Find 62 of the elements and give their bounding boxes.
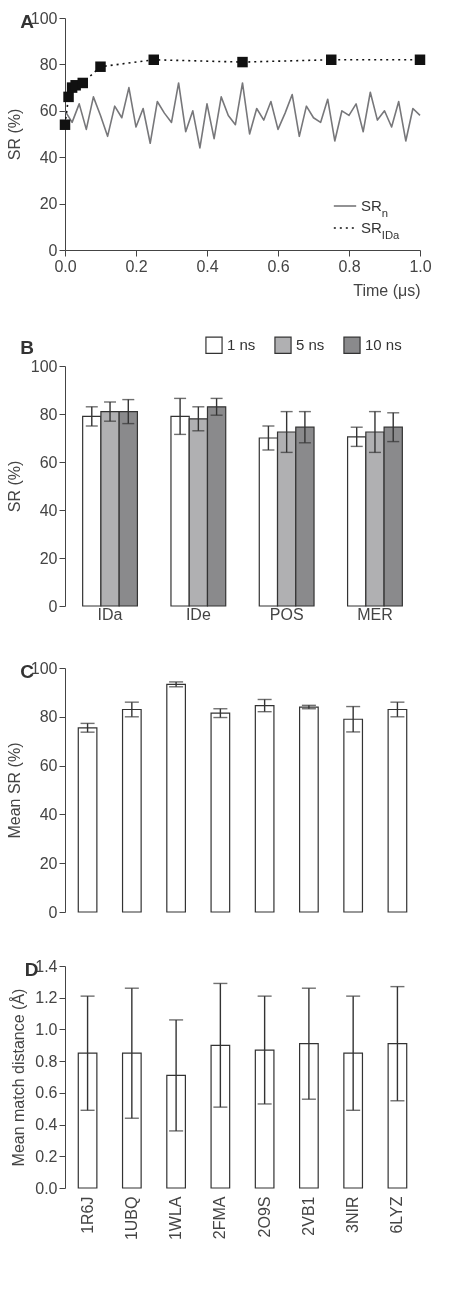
x-tick-label: 6LYZ	[388, 1196, 406, 1234]
y-tick-label: 1.0	[35, 1020, 58, 1038]
y-tick-label: 80	[39, 55, 58, 73]
x-tick-label: 2FMA	[211, 1196, 229, 1240]
point	[63, 91, 74, 103]
y-tick-label: 80	[39, 708, 58, 726]
legend-label: 1 ns	[227, 336, 256, 354]
point	[77, 77, 88, 89]
y-tick-label: 40	[39, 148, 58, 166]
y-tick-label: 80	[39, 405, 58, 423]
bar	[299, 706, 319, 913]
y-tick-label: 60	[39, 453, 58, 471]
legend-label: 5 ns	[296, 336, 325, 354]
x-tick-label: IDe	[185, 605, 211, 623]
bar	[166, 683, 186, 913]
y-tick-label: 100	[30, 357, 58, 375]
legend-label: 10 ns	[365, 336, 402, 354]
x-tick-label: 2O9S	[255, 1196, 273, 1238]
y-tick-label: 60	[39, 102, 58, 120]
x-tick-label: 3NIR	[344, 1196, 362, 1233]
y-tick-label: 0.2	[35, 1147, 58, 1165]
y-axis-title: SR (%)	[5, 460, 23, 513]
point	[59, 119, 71, 130]
x-tick-label: POS	[269, 605, 304, 623]
legend-label: SR$_{n}$	[361, 197, 389, 219]
x-tick-label: IDa	[97, 605, 123, 623]
x-tick-label: 1WLA	[167, 1196, 185, 1241]
y-tick-label: 20	[39, 854, 58, 872]
x-tick-label: 2VB1	[299, 1196, 317, 1236]
chart-title: B	[20, 337, 35, 358]
point	[326, 54, 337, 65]
point	[237, 56, 248, 68]
y-tick-label: 0	[48, 597, 58, 615]
x-tick-label: 1R6J	[78, 1196, 96, 1234]
y-tick-label: 0	[48, 903, 58, 921]
y-axis-title: Mean match distance (Å)	[9, 988, 28, 1167]
y-axis-title: SR (%)	[5, 108, 23, 161]
y-tick-label: 0.0	[35, 1179, 58, 1197]
x-tick-label: 0.2	[125, 257, 148, 275]
y-tick-label: 60	[39, 757, 58, 775]
legend-label: SR$_{IDa}$	[361, 219, 401, 241]
y-tick-label: 40	[39, 501, 58, 519]
y-tick-label: 0.4	[35, 1116, 58, 1134]
y-tick-label: 1.2	[35, 989, 58, 1007]
y-tick-label: 20	[39, 195, 58, 213]
bar	[254, 704, 275, 913]
x-tick-label: 0.6	[267, 257, 290, 275]
point	[95, 61, 106, 72]
x-axis-title: Time (μs)	[353, 281, 421, 299]
x-tick-label: 1UBQ	[122, 1196, 140, 1241]
point	[148, 54, 159, 65]
x-tick-label: 0.8	[338, 257, 361, 275]
y-tick-label: 0.6	[35, 1084, 58, 1102]
y-tick-label: 0.8	[35, 1052, 58, 1070]
y-tick-label: 0	[48, 241, 58, 259]
y-tick-label: 40	[39, 805, 58, 823]
point	[414, 54, 426, 65]
x-tick-label: 0.4	[196, 257, 219, 275]
y-tick-label: 20	[39, 549, 58, 567]
y-axis-title: Mean SR (%)	[5, 742, 23, 839]
x-tick-label: MER	[357, 605, 393, 623]
x-tick-label: 1.0	[409, 257, 432, 275]
